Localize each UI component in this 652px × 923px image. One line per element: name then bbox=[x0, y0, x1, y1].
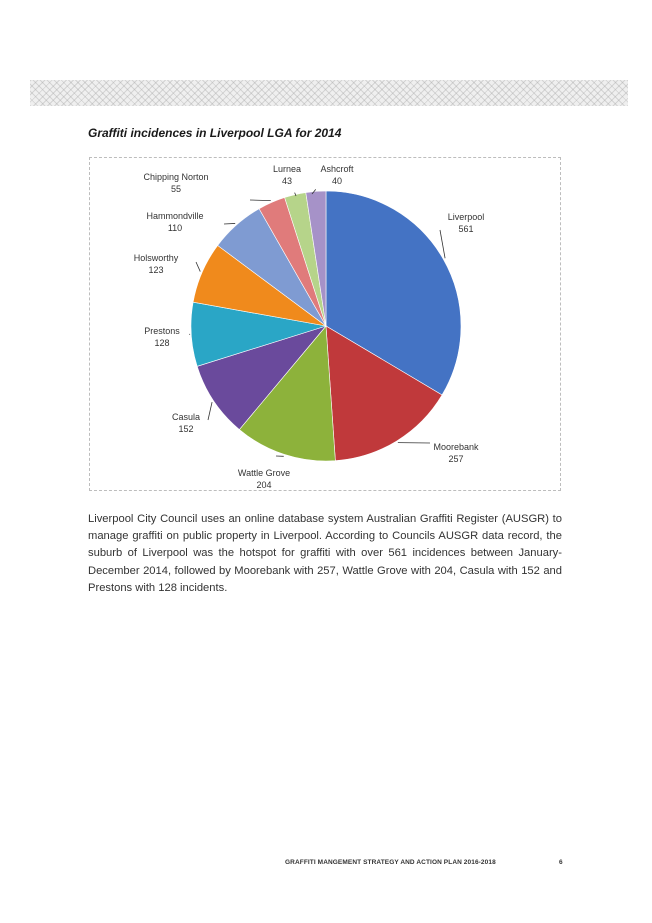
pie-chart: Liverpool 561 Moorebank 257 Wattle Grove 204 C… bbox=[89, 157, 561, 491]
slice-value-wattle-grove: 204 bbox=[256, 480, 271, 490]
leader-line-ashcroft bbox=[311, 189, 317, 195]
slice-value-liverpool: 561 bbox=[458, 224, 473, 234]
slice-value-hammondville: 110 bbox=[168, 223, 182, 233]
leader-line-casula bbox=[207, 401, 213, 421]
pie-slice-liverpool bbox=[325, 190, 462, 396]
pie-slice-moorebank bbox=[325, 325, 443, 461]
slice-value-lurnea: 43 bbox=[282, 176, 292, 186]
leader-line-hammondville bbox=[223, 223, 236, 225]
slice-label-lurnea: Lurnea bbox=[273, 164, 301, 174]
leader-line-lurnea bbox=[294, 192, 297, 197]
pie-chart-svg: Liverpool 561 Moorebank 257 Wattle Grove 204 C… bbox=[134, 164, 485, 490]
slice-label-wattle-grove: Wattle Grove bbox=[238, 468, 290, 478]
slice-value-casula: 152 bbox=[178, 424, 193, 434]
chart-title: Graffiti incidences in Liverpool LGA for… bbox=[88, 126, 342, 140]
body-paragraph: Liverpool City Council uses an online da… bbox=[88, 513, 562, 594]
slice-label-chipping-norton: Chipping Norton bbox=[143, 172, 208, 182]
pie-slice-ashcroft bbox=[305, 190, 327, 327]
leader-line-prestons bbox=[189, 333, 191, 335]
slice-label-moorebank: Moorebank bbox=[433, 442, 479, 452]
leader-line-chipping-norton bbox=[249, 199, 271, 202]
slice-value-holsworthy: 123 bbox=[148, 265, 163, 275]
leader-line-liverpool bbox=[439, 229, 446, 259]
slice-label-hammondville: Hammondville bbox=[146, 211, 203, 221]
page-number: 6 bbox=[559, 859, 563, 866]
slice-label-ashcroft: Ashcroft bbox=[320, 164, 354, 174]
slice-label-liverpool: Liverpool bbox=[448, 212, 485, 222]
slice-value-chipping-norton: 55 bbox=[171, 184, 181, 194]
footer-title: GRAFFITI MANGEMENT STRATEGY AND ACTION P… bbox=[285, 859, 496, 866]
slice-value-ashcroft: 40 bbox=[332, 176, 342, 186]
leader-line-holsworthy bbox=[195, 261, 201, 272]
slice-label-prestons: Prestons bbox=[144, 326, 180, 336]
pie-slice-wattle-grove bbox=[238, 325, 336, 462]
slice-value-prestons: 128 bbox=[154, 338, 169, 348]
slice-value-moorebank: 257 bbox=[448, 454, 463, 464]
slice-label-holsworthy: Holsworthy bbox=[134, 253, 179, 263]
header-banner bbox=[30, 80, 628, 106]
slice-label-casula: Casula bbox=[172, 412, 200, 422]
